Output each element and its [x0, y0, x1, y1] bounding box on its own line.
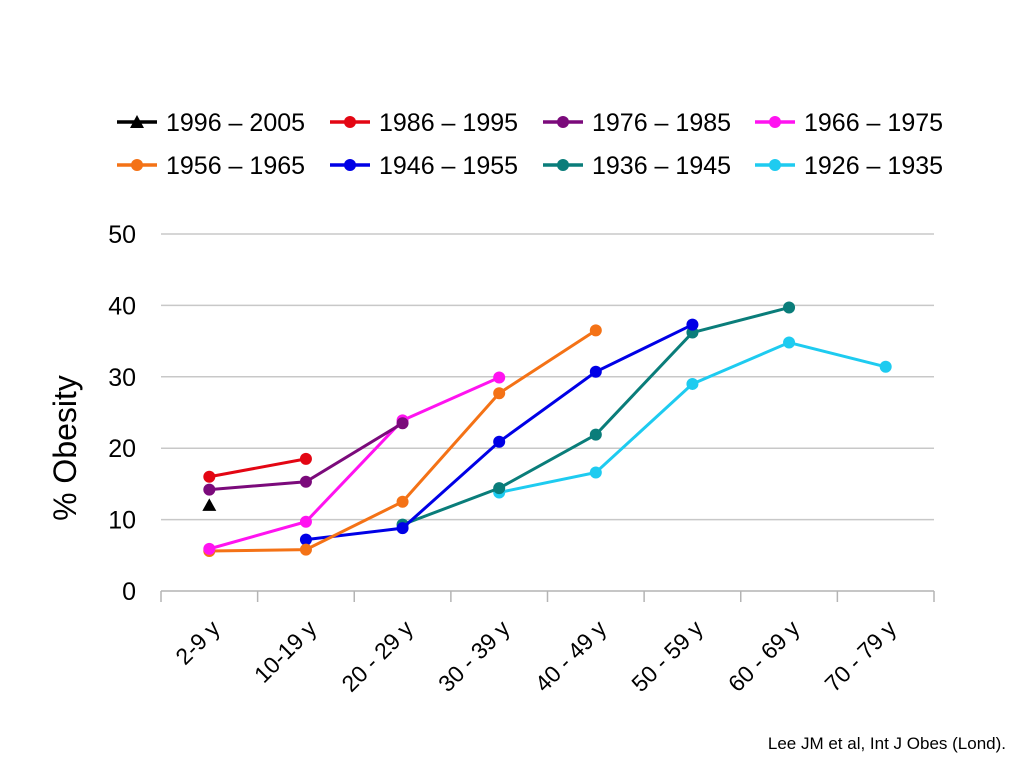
- series-line: [209, 457, 307, 479]
- data-point: [493, 435, 506, 448]
- data-point: [299, 533, 312, 546]
- x-tick-label: 40 - 49 y: [530, 615, 612, 697]
- data-point: [299, 475, 312, 488]
- data-point: [202, 498, 217, 511]
- data-point: [589, 428, 602, 441]
- data-point: [203, 470, 216, 483]
- legend-label: 1986 – 1995: [379, 109, 518, 137]
- data-point: [299, 515, 312, 528]
- data-point: [396, 495, 409, 508]
- y-tick-label: 40: [108, 292, 136, 320]
- source-citation: Lee JM et al, Int J Obes (Lond).: [767, 734, 1006, 753]
- x-axis: [160, 590, 935, 602]
- legend-marker: [769, 116, 781, 128]
- series-7: [493, 336, 892, 499]
- data-point: [783, 336, 796, 349]
- x-tick-label: 60 - 69 y: [723, 615, 805, 697]
- legend-item: 1966 – 1975: [755, 109, 943, 137]
- legend-item: 1956 – 1965: [117, 152, 305, 180]
- y-tick-label: 50: [108, 221, 136, 249]
- x-tick-label: 10-19 y: [249, 615, 322, 688]
- x-tick-label: 70 - 79 y: [820, 615, 902, 697]
- data-point: [686, 377, 699, 390]
- data-point: [589, 466, 602, 479]
- legend-item: 1926 – 1935: [755, 152, 943, 180]
- data-point: [396, 417, 409, 430]
- data-point: [783, 301, 796, 314]
- legend-marker: [344, 116, 356, 128]
- legend-marker: [344, 159, 356, 171]
- legend-marker: [557, 116, 569, 128]
- gridlines: [161, 233, 934, 521]
- series-line: [305, 323, 694, 542]
- legend-label: 1976 – 1985: [592, 109, 731, 137]
- y-tick-label: 30: [108, 364, 136, 392]
- y-tick-label: 0: [122, 578, 136, 606]
- y-axis: 0 10 20 30 40 50: [108, 221, 136, 606]
- data-point: [589, 324, 602, 337]
- legend-label: 1946 – 1955: [379, 152, 518, 180]
- series-0: [202, 498, 217, 511]
- data-point: [396, 522, 409, 535]
- data-point: [686, 318, 699, 331]
- x-tick-label: 30 - 39 y: [433, 615, 515, 697]
- data-point: [299, 543, 312, 556]
- legend-label: 1956 – 1965: [166, 152, 305, 180]
- series-1: [203, 452, 312, 483]
- legend-label: 1966 – 1975: [804, 109, 943, 137]
- series-line: [498, 340, 887, 494]
- legend-item: 1986 – 1995: [330, 109, 518, 137]
- data-point: [203, 483, 216, 496]
- data-point: [879, 360, 892, 373]
- legend-label: 1926 – 1935: [804, 152, 943, 180]
- series-5: [299, 318, 699, 546]
- series-line: [402, 306, 790, 527]
- legend-marker: [557, 159, 569, 171]
- legend: 1996 – 2005 1986 – 1995 1976 – 1985 1966 – …: [117, 109, 943, 180]
- data-point: [203, 542, 216, 555]
- x-tick-label: 2-9 y: [170, 615, 225, 670]
- data-point: [299, 452, 312, 465]
- series-group: [202, 301, 892, 558]
- legend-label: 1936 – 1945: [592, 152, 731, 180]
- y-tick-label: 10: [108, 507, 136, 535]
- legend-marker: [130, 115, 144, 128]
- series-line: [208, 376, 500, 551]
- data-point: [493, 482, 506, 495]
- series-3: [203, 371, 506, 555]
- y-axis-label: % Obesity: [47, 375, 83, 521]
- legend-item: 1936 – 1945: [543, 152, 731, 180]
- legend-marker: [769, 159, 781, 171]
- data-point: [493, 387, 506, 400]
- legend-item: 1946 – 1955: [330, 152, 518, 180]
- x-tick-label: 20 - 29 y: [336, 615, 418, 697]
- data-point: [589, 365, 602, 378]
- x-tick-label: 50 - 59 y: [626, 615, 708, 697]
- legend-marker: [131, 159, 143, 171]
- legend-item: 1996 – 2005: [117, 109, 305, 137]
- legend-label: 1996 – 2005: [166, 109, 305, 137]
- y-tick-label: 20: [108, 435, 136, 463]
- series-line: [209, 329, 597, 553]
- series-2: [203, 417, 409, 496]
- data-point: [493, 371, 506, 384]
- legend-item: 1976 – 1985: [543, 109, 731, 137]
